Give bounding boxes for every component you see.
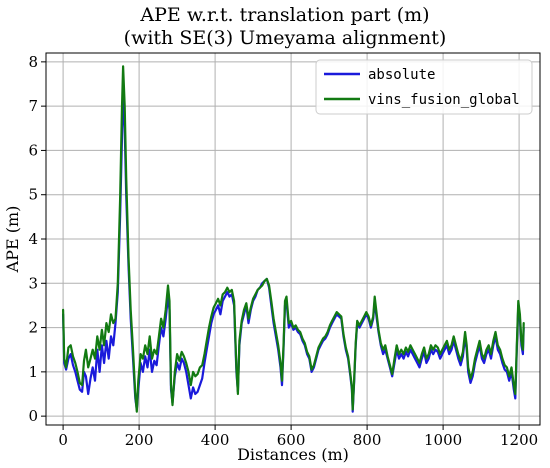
chart-subtitle: (with SE(3) Umeyama alignment) (124, 27, 447, 49)
y-tick-label: 1 (28, 363, 38, 381)
y-tick-label: 2 (28, 319, 38, 337)
series-layer (62, 65, 525, 413)
legend-label-absolute: absolute (368, 67, 435, 83)
y-tick-label: 6 (28, 141, 38, 159)
x-tick-label: 1200 (500, 431, 538, 449)
y-tick-label: 3 (28, 274, 38, 292)
y-tick-label: 7 (28, 97, 38, 115)
x-tick-label: 1000 (424, 431, 462, 449)
series-line-absolute (62, 91, 525, 413)
x-tick-label: 200 (125, 431, 154, 449)
ticks: 0 200 400 600 800 1000 1200 0 1 2 3 4 5 6 7 8 (28, 53, 538, 449)
x-tick-label: 400 (201, 431, 230, 449)
y-tick-label: 0 (28, 407, 38, 425)
x-tick-label: 600 (277, 431, 306, 449)
legend-label-vins-fusion-global: vins_fusion_global (368, 92, 520, 108)
x-tick-label: 800 (353, 431, 382, 449)
legend-box (315, 59, 533, 115)
y-tick-label: 4 (28, 230, 38, 248)
x-axis-label: Distances (m) (237, 445, 349, 464)
x-tick-label: 0 (58, 431, 68, 449)
series-line-vins-fusion-global (62, 65, 525, 413)
y-tick-label: 5 (28, 186, 38, 204)
y-tick-label: 8 (28, 53, 38, 71)
y-axis-label: APE (m) (3, 206, 22, 274)
legend: absolute vins_fusion_global (315, 59, 533, 115)
chart-title: APE w.r.t. translation part (m) (139, 4, 429, 26)
